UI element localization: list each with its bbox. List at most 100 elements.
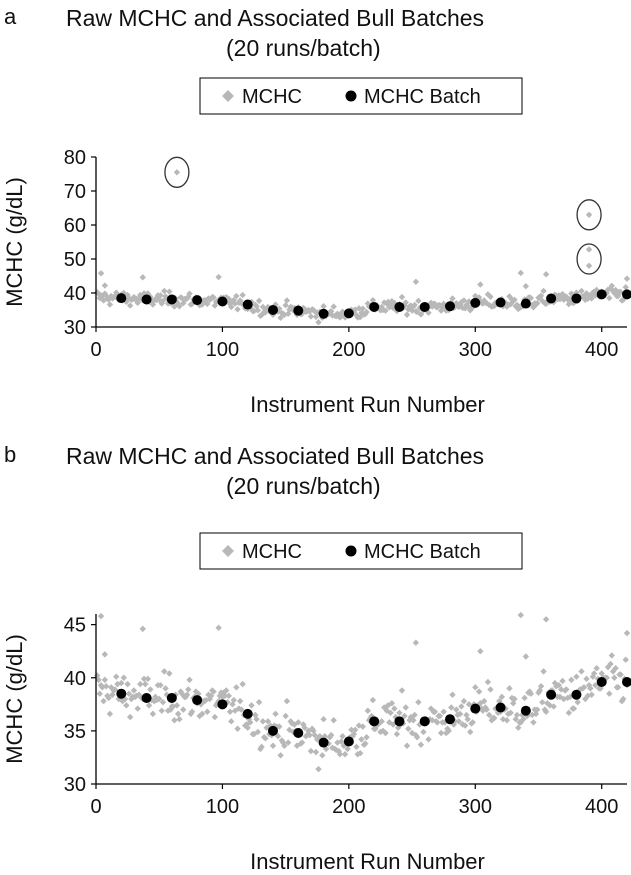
- x-tick-label: 100: [206, 339, 239, 361]
- data-point-mchc: [97, 681, 105, 689]
- data-point-mchc: [542, 708, 550, 715]
- data-point-mchc: [142, 680, 149, 688]
- data-point-mchc: [598, 670, 605, 677]
- data-point-mchc: [126, 302, 134, 309]
- data-point-mchc: [611, 289, 618, 297]
- y-axis-label: MCHC (g/dL): [2, 177, 27, 307]
- data-point-batch: [242, 708, 253, 719]
- data-point-mchc: [95, 676, 102, 684]
- data-point-batch: [445, 301, 455, 312]
- data-point-mchc: [484, 678, 492, 686]
- data-point-mchc: [388, 700, 396, 707]
- data-point-batch: [546, 293, 557, 304]
- scatter-plot-a: MCHC MCHC Batch 30 40 50 60 70 80 0 100 200 300 400 I…: [2, 77, 631, 417]
- data-point-mchc: [402, 299, 409, 306]
- legend-label-mchc: MCHC: [242, 541, 302, 563]
- data-point-mchc: [517, 611, 524, 619]
- data-point-mchc: [401, 712, 408, 720]
- data-point-mchc: [204, 300, 211, 308]
- legend: MCHC MCHC Batch: [199, 532, 523, 570]
- data-point-mchc: [609, 668, 617, 675]
- data-point-mchc: [312, 748, 320, 756]
- data-point-batch: [293, 305, 304, 316]
- data-point-batch: [470, 297, 481, 308]
- data-point-mchc: [235, 705, 243, 712]
- data-point-mchc: [101, 676, 109, 684]
- data-point-mchc: [425, 736, 432, 743]
- data-point-mchc: [320, 715, 327, 723]
- data-point-mchc: [417, 741, 425, 748]
- data-point-batch: [571, 293, 582, 304]
- data-point-batch: [318, 737, 329, 748]
- data-point-mchc: [135, 691, 143, 698]
- data-point-mchc: [149, 710, 157, 718]
- data-point-mchc: [369, 696, 377, 704]
- data-point-batch: [419, 716, 430, 727]
- data-point-mchc: [612, 664, 619, 672]
- data-point-mchc: [434, 719, 441, 726]
- data-point-batch: [166, 692, 177, 703]
- data-point-mchc: [363, 734, 370, 741]
- data-point-mchc: [158, 300, 165, 307]
- data-point-mchc: [363, 308, 370, 316]
- data-point-mchc: [393, 730, 401, 738]
- data-point-mchc: [475, 688, 483, 695]
- data-point-mchc: [603, 289, 610, 297]
- data-point-batch: [470, 703, 481, 714]
- chart-panel-b: b Raw MCHC and Associated Bull Batches (…: [0, 438, 631, 875]
- data-point-mchc: [214, 700, 221, 707]
- data-point-mchc: [113, 673, 120, 680]
- data-point-mchc: [420, 728, 427, 736]
- data-point-mchc: [358, 736, 365, 743]
- data-point-mchc: [611, 674, 618, 681]
- data-point-mchc: [336, 751, 344, 758]
- y-tick-label: 30: [64, 774, 86, 796]
- data-point-mchc: [176, 715, 183, 723]
- data-point-mchc: [503, 717, 511, 724]
- data-point-mchc: [174, 710, 182, 718]
- data-point-mchc: [382, 307, 389, 314]
- data-point-mchc: [341, 751, 349, 758]
- data-point-mchc: [623, 275, 631, 282]
- data-point-mchc: [458, 703, 465, 710]
- data-point-mchc: [542, 616, 550, 623]
- data-point-mchc: [192, 688, 200, 695]
- data-point-mchc: [101, 282, 109, 289]
- data-point-mchc: [411, 711, 418, 719]
- y-tick-label: 45: [64, 615, 86, 637]
- data-point-mchc: [255, 297, 263, 305]
- data-point-mchc: [344, 745, 351, 753]
- data-point-mchc: [521, 694, 528, 702]
- data-point-mchc: [606, 294, 613, 302]
- data-point-mchc: [563, 293, 570, 300]
- data-point-mchc: [614, 684, 622, 691]
- data-point-mchc: [564, 694, 571, 702]
- data-point-mchc: [604, 286, 612, 293]
- data-point-mchc: [537, 683, 545, 690]
- data-point-mchc: [233, 292, 240, 300]
- data-point-mchc: [612, 286, 619, 294]
- legend-marker-mchc: [222, 90, 234, 102]
- data-point-mchc: [315, 319, 322, 326]
- data-point-mchc: [169, 703, 177, 710]
- data-point-mchc: [437, 729, 445, 737]
- outlier-circle: [164, 156, 190, 188]
- data-point-mchc: [580, 684, 588, 691]
- data-point-mchc: [573, 673, 580, 680]
- y-tick-label: 40: [64, 283, 86, 305]
- data-point-mchc: [188, 708, 196, 715]
- data-point-mchc: [238, 706, 245, 713]
- data-point-mchc: [563, 686, 570, 693]
- data-point-mchc: [597, 685, 604, 692]
- data-point-mchc: [398, 687, 406, 694]
- y-tick-label: 30: [64, 317, 86, 339]
- data-point-mchc: [161, 287, 168, 295]
- data-point-mchc: [578, 287, 585, 295]
- data-point-mchc: [185, 686, 192, 693]
- data-point-mchc: [412, 639, 420, 646]
- data-point-mchc: [269, 742, 277, 749]
- data-point-batch: [520, 298, 531, 309]
- data-point-mchc: [124, 680, 131, 688]
- data-point-mchc: [145, 702, 153, 709]
- data-point-mchc: [161, 668, 168, 675]
